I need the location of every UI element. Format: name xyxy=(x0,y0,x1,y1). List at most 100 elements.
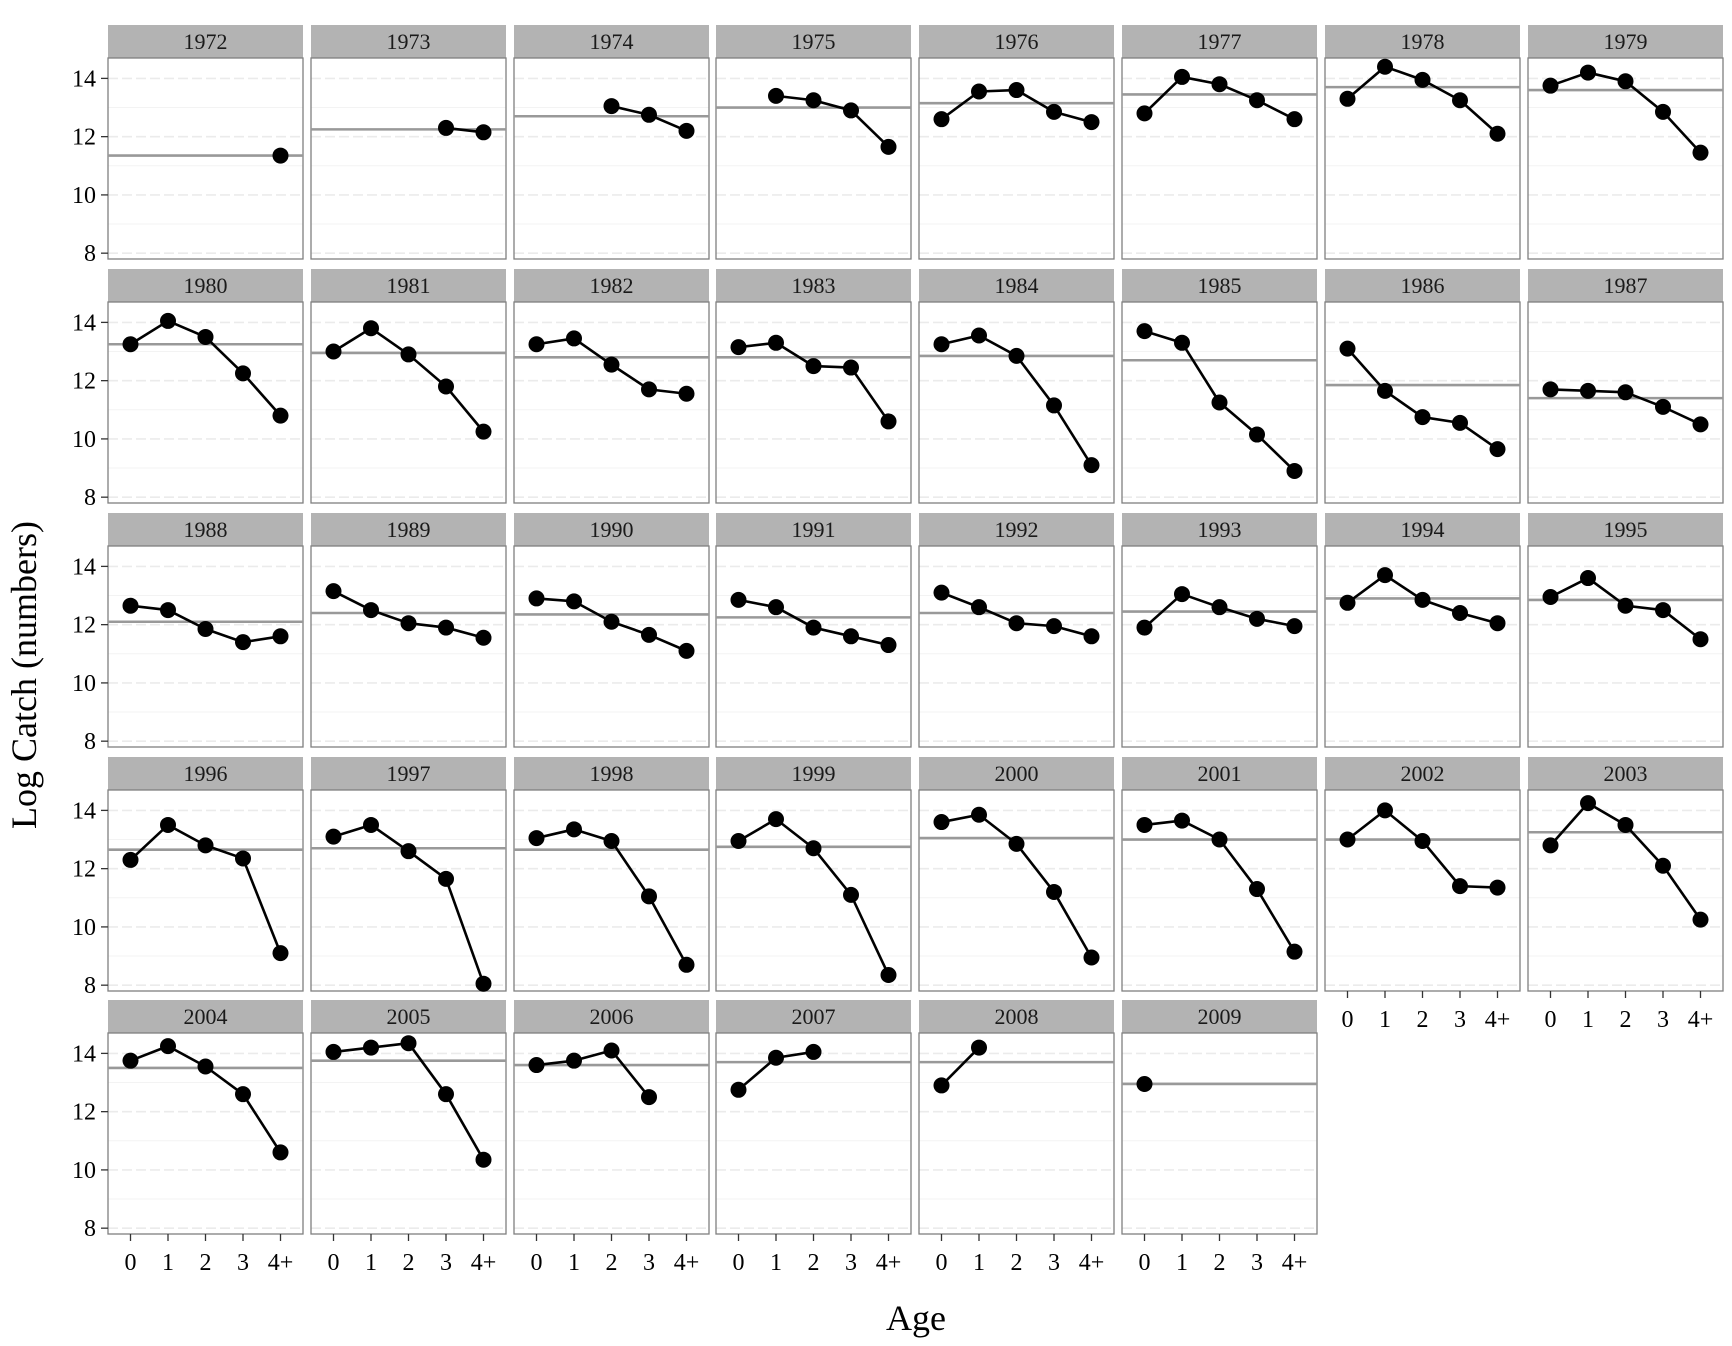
data-point xyxy=(678,122,695,139)
strip-background xyxy=(514,269,709,302)
data-point xyxy=(160,312,176,329)
x-tick-label: 2 xyxy=(200,1250,212,1276)
data-point xyxy=(1452,605,1468,621)
x-axis-2004: 0 1 2 3 4+ xyxy=(125,1234,294,1276)
plot-background xyxy=(716,1033,911,1234)
data-point xyxy=(1377,58,1393,75)
data-point xyxy=(880,138,897,155)
panel-border xyxy=(715,57,912,260)
data-point xyxy=(1083,114,1100,131)
series-segment xyxy=(241,857,282,954)
x-tick-label: 3 xyxy=(845,1250,857,1276)
data-point xyxy=(1692,416,1709,433)
series-segment xyxy=(647,895,688,966)
data-point xyxy=(438,1086,454,1103)
data-point xyxy=(438,119,454,136)
strip-background xyxy=(108,1000,303,1033)
strip-label: 1980 xyxy=(184,273,228,298)
data-point xyxy=(1083,457,1100,474)
strip-label: 1978 xyxy=(1401,29,1445,54)
data-point xyxy=(933,814,950,831)
panel-border xyxy=(1121,789,1318,992)
data-point xyxy=(122,336,139,353)
data-point xyxy=(325,828,342,845)
data-point xyxy=(1249,426,1265,443)
data-point xyxy=(400,843,417,860)
panel-1975: 1975 xyxy=(715,25,912,260)
y-tick-label: 14 xyxy=(72,310,96,336)
data-point xyxy=(1414,409,1431,426)
data-point xyxy=(1249,881,1265,898)
strip-background xyxy=(514,513,709,546)
y-tick-label: 14 xyxy=(72,1041,96,1067)
data-point xyxy=(1046,618,1062,635)
panel-2007: 2007 xyxy=(715,1000,912,1235)
data-point xyxy=(603,832,620,849)
strip-background xyxy=(1528,757,1723,790)
strip-background xyxy=(1325,269,1520,302)
strip-background xyxy=(1122,269,1317,302)
data-point xyxy=(325,1043,342,1060)
data-point xyxy=(160,1038,176,1055)
data-point xyxy=(843,886,859,903)
x-tick-label: 0 xyxy=(328,1250,340,1276)
panel-2000: 2000 xyxy=(918,757,1115,992)
panel-1995: 1995 xyxy=(1527,513,1724,748)
panel-border xyxy=(918,545,1115,748)
panel-1983: 1983 xyxy=(715,269,912,504)
data-point xyxy=(363,320,379,337)
series-segment xyxy=(1218,401,1258,436)
panel-2008: 2008 xyxy=(918,1000,1115,1235)
data-point xyxy=(566,593,582,610)
y-tick-label: 10 xyxy=(72,915,96,941)
data-point xyxy=(160,816,176,833)
strip-label: 1991 xyxy=(792,517,836,542)
y-tick-label: 14 xyxy=(72,798,96,824)
data-point xyxy=(1489,615,1506,632)
x-tick-label: 3 xyxy=(1251,1250,1263,1276)
data-point xyxy=(1542,837,1559,854)
series-segment xyxy=(1015,355,1056,407)
strip-background xyxy=(1528,269,1723,302)
data-point xyxy=(1489,441,1506,458)
data-point xyxy=(1489,125,1506,142)
x-tick-label: 4+ xyxy=(268,1250,294,1276)
x-tick-label: 4+ xyxy=(1079,1250,1105,1276)
data-point xyxy=(1414,832,1431,849)
strip-label: 1989 xyxy=(387,517,431,542)
x-tick-label: 0 xyxy=(1139,1250,1151,1276)
panel-1989: 1989 xyxy=(310,513,507,748)
data-point xyxy=(272,1144,289,1161)
strip-background xyxy=(514,25,709,58)
series-segment xyxy=(1384,809,1424,842)
y-tick-label: 10 xyxy=(72,427,96,453)
panel-border xyxy=(107,789,304,992)
data-point xyxy=(363,816,379,833)
y-tick-label: 10 xyxy=(72,671,96,697)
data-point xyxy=(1580,570,1596,587)
strip-label: 1998 xyxy=(590,761,634,786)
y-tick-label: 8 xyxy=(84,241,96,267)
data-point xyxy=(805,619,822,636)
data-point xyxy=(730,339,747,356)
strip-background xyxy=(311,1000,506,1033)
strip-background xyxy=(919,269,1114,302)
strip-background xyxy=(716,757,911,790)
data-point xyxy=(1008,835,1025,852)
data-point xyxy=(1174,68,1190,85)
strip-label: 1975 xyxy=(792,29,836,54)
strip-label: 1972 xyxy=(184,29,228,54)
strip-background xyxy=(716,269,911,302)
data-point xyxy=(1136,323,1153,340)
data-point xyxy=(475,423,492,440)
data-point xyxy=(1211,76,1228,93)
plot-background xyxy=(919,546,1114,747)
data-point xyxy=(1339,831,1356,848)
strip-background xyxy=(716,25,911,58)
data-point xyxy=(400,615,417,632)
data-point xyxy=(122,851,139,868)
panel-1999: 1999 xyxy=(715,757,912,992)
strip-label: 2003 xyxy=(1604,761,1648,786)
panel-2006: 2006 xyxy=(513,1000,710,1235)
series-segment xyxy=(1256,433,1296,472)
